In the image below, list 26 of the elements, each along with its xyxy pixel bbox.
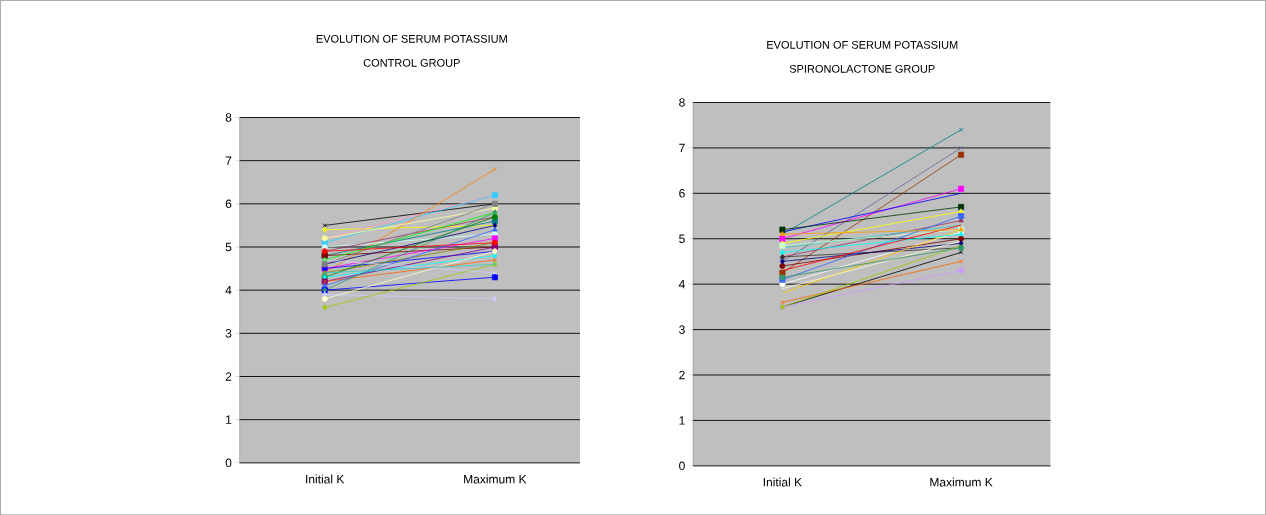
y-tick-label: 0 [679, 461, 685, 470]
x-tick-label: Initial K [306, 474, 345, 484]
y-tick-label: 1 [226, 415, 232, 424]
chart-subtitle: CONTROL GROUP [363, 58, 460, 67]
y-tick-label: 4 [678, 279, 685, 289]
y-tick-label: 6 [679, 188, 685, 198]
x-tick-label: Initial K [763, 477, 802, 487]
chart-subtitle: SPIRONOLACTONE GROUP [789, 64, 935, 73]
x-tick-label: Maximum K [930, 477, 993, 487]
y-tick-label: 8 [679, 98, 685, 107]
y-tick-label: 7 [225, 156, 232, 165]
y-tick-label: 2 [679, 370, 685, 380]
y-tick-label: 2 [225, 372, 232, 381]
y-tick-label: 4 [225, 285, 232, 295]
chart-title: EVOLUTION OF SERUM POTASSIUM [767, 40, 958, 49]
y-tick-label: 7 [679, 143, 685, 152]
x-tick-label: Maximum K [464, 474, 527, 484]
chart-title: EVOLUTION OF SERUM POTASSIUM [316, 34, 507, 43]
y-tick-label: 5 [225, 242, 232, 252]
y-tick-label: 3 [225, 328, 232, 338]
y-tick-label: 6 [225, 199, 232, 208]
y-tick-label: 5 [679, 234, 685, 243]
y-tick-label: 0 [225, 458, 232, 467]
y-tick-label: 3 [679, 325, 685, 334]
y-tick-label: 8 [225, 113, 232, 122]
y-tick-label: 1 [679, 416, 685, 425]
